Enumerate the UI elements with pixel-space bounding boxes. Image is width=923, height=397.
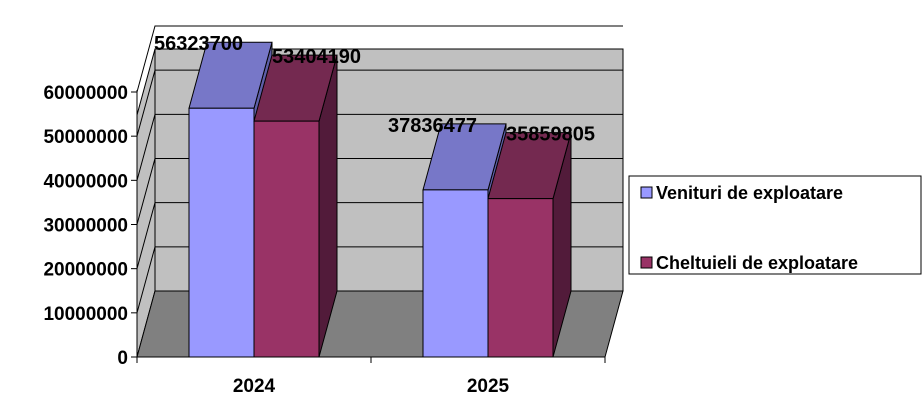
bar [254,121,319,357]
y-tick-label: 10000000 [43,304,128,325]
x-tick-label: 2025 [467,376,510,397]
data-label: 37836477 [388,115,477,137]
legend-label-venituri: Venituri de exploatare [656,183,843,203]
legend-label-cheltuieli: Cheltuieli de exploatare [656,253,858,273]
bar [488,199,553,357]
legend: Venituri de exploatare Cheltuieli de exp… [629,176,921,274]
data-label: 35859805 [506,124,595,146]
y-tick-label: 50000000 [43,127,128,148]
bar [189,108,254,357]
data-label: 56323700 [154,33,243,55]
data-label: 53404190 [272,46,361,68]
bar [423,190,488,357]
y-tick-label: 0 [117,348,128,369]
y-tick-label: 60000000 [43,83,128,104]
y-tick-label: 20000000 [43,260,128,281]
y-tick-label: 40000000 [43,171,128,192]
legend-swatch-cheltuieli [641,257,652,268]
x-tick-label: 2024 [233,376,276,397]
legend-swatch-venituri [641,187,652,198]
y-tick-label: 30000000 [43,216,128,237]
